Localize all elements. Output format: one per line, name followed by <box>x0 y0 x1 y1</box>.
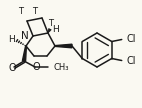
Text: T: T <box>49 18 54 28</box>
Text: O: O <box>8 63 16 73</box>
Text: N: N <box>21 31 29 41</box>
Text: H: H <box>8 36 15 44</box>
Text: O: O <box>32 62 40 72</box>
Text: H: H <box>52 25 59 33</box>
Text: Cl: Cl <box>127 34 136 44</box>
Text: CH₃: CH₃ <box>53 63 68 71</box>
Text: Cl: Cl <box>127 56 136 65</box>
Polygon shape <box>55 44 72 48</box>
Polygon shape <box>22 46 26 61</box>
Text: T: T <box>33 7 37 17</box>
Text: T: T <box>18 7 23 17</box>
